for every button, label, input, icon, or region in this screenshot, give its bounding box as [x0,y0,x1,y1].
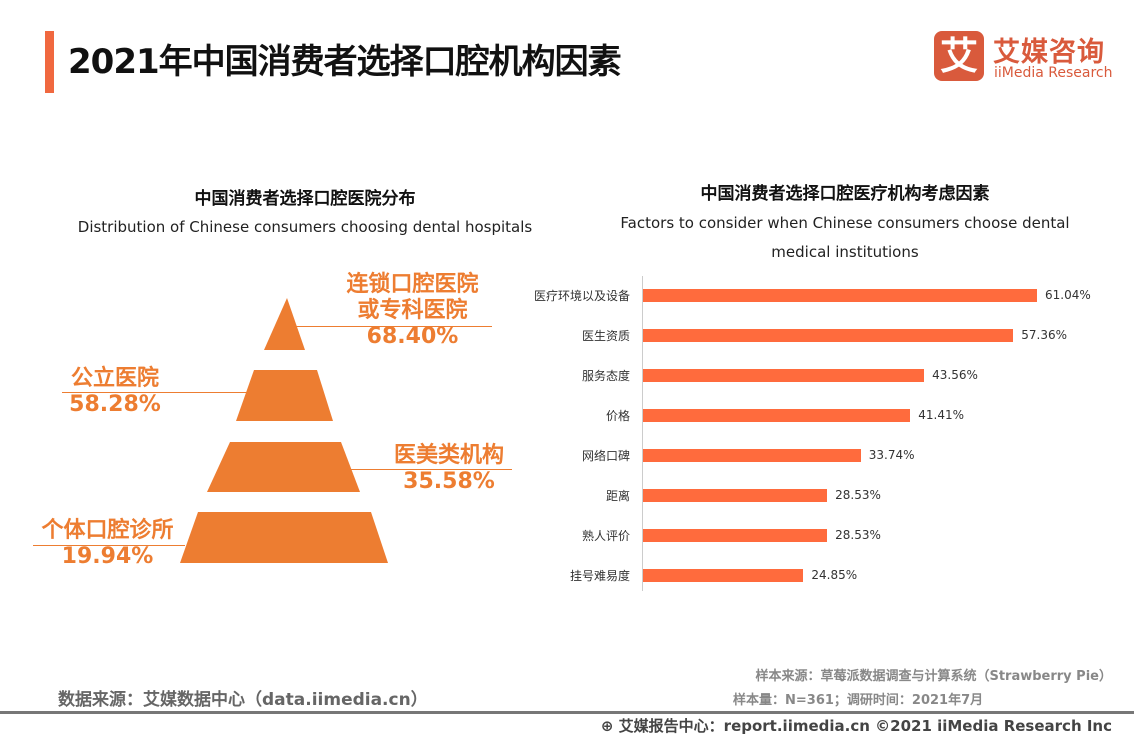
bar [643,489,828,502]
bar-category-label: 熟人评价 [581,529,630,543]
logo-icon: 艾 [934,31,984,81]
bar-chart-title: 中国消费者选择口腔医疗机构考虑因素 [700,184,990,204]
bar [643,329,1014,342]
pyramid-layer-1 [264,298,305,350]
pyramid-label-chain: 连锁口腔医院 或专科医院 68.40% [330,272,495,350]
label-line: 医美类机构 [393,443,504,468]
bar-chart-subtitle: Factors to consider when Chinese consume… [590,209,1100,267]
bar-category-label: 挂号难易度 [569,569,630,583]
data-source: 数据来源：艾媒数据中心（data.iimedia.cn） [58,690,428,710]
bar [643,449,861,462]
bar-value-label: 43.56% [932,368,978,382]
pyramid-subtitle: Distribution of Chinese consumers choosi… [77,218,533,236]
bar-category-label: 医疗环境以及设备 [533,289,630,303]
label-value: 35.58% [403,469,495,494]
pyramid-title: 中国消费者选择口腔医院分布 [194,189,416,209]
globe-icon: ⊕ [600,717,619,735]
bar [643,289,1037,302]
pyramid-layer-4 [180,512,388,563]
title-accent-bar [45,31,54,93]
bar-value-label: 41.41% [918,408,965,422]
label-line: 公立医院 [70,366,159,391]
bar [643,409,911,422]
subtitle-line: Factors to consider when Chinese consume… [620,214,1070,232]
label-value: 68.40% [366,324,459,349]
bar-value-label: 33.74% [868,448,915,462]
footer-credit: ⊕ 艾媒报告中心：report.iimedia.cn ©2021 iiMedia… [601,715,1112,736]
page-title: 2021年中国消费者选择口腔机构因素 [68,42,622,82]
leader-line [296,326,492,327]
bar [643,569,804,582]
logo-text-cn: 艾媒咨询 [993,37,1105,68]
bar-category-label: 价格 [605,409,630,423]
sample-source: 样本来源：草莓派数据调查与计算系统（Strawberry Pie） [755,669,1112,684]
label-value: 58.28% [69,392,161,417]
footer-divider [0,711,1134,714]
leader-line [62,392,265,393]
pyramid-label-aesthetic: 医美类机构 35.58% [385,443,513,495]
leader-line [340,469,512,470]
label-value: 19.94% [61,544,154,569]
bar-value-label: 57.36% [1021,328,1067,342]
bar-category-label: 服务态度 [581,369,630,383]
bar-category-label: 网络口碑 [581,449,630,463]
pyramid-label-public: 公立医院 58.28% [60,366,170,418]
bar-value-label: 28.53% [835,528,881,542]
label-line: 连锁口腔医院 [346,272,479,297]
bar-axis [642,276,643,591]
bar-value-label: 24.85% [811,568,858,582]
logo-text-en: iiMedia Research [994,65,1113,81]
subtitle-line: medical institutions [771,243,919,261]
label-line: 个体口腔诊所 [41,518,174,543]
bar-value-label: 28.53% [835,488,881,502]
bar-category-label: 距离 [605,489,630,503]
bar-value-label: 61.04% [1045,288,1091,302]
pyramid-layer-2 [236,370,333,421]
pyramid-layer-3 [207,442,360,492]
credit-text: 艾媒报告中心：report.iimedia.cn ©2021 iiMedia R… [618,717,1112,735]
pyramid-label-private: 个体口腔诊所 19.94% [30,518,185,570]
label-line: 或专科医院 [357,298,468,323]
bar [643,369,925,382]
bar-category-label: 医生资质 [581,329,630,343]
sample-size: 样本量：N=361；调研时间：2021年7月 [733,693,984,708]
bar [643,529,828,542]
pyramid [180,298,388,563]
leader-line [33,545,185,546]
